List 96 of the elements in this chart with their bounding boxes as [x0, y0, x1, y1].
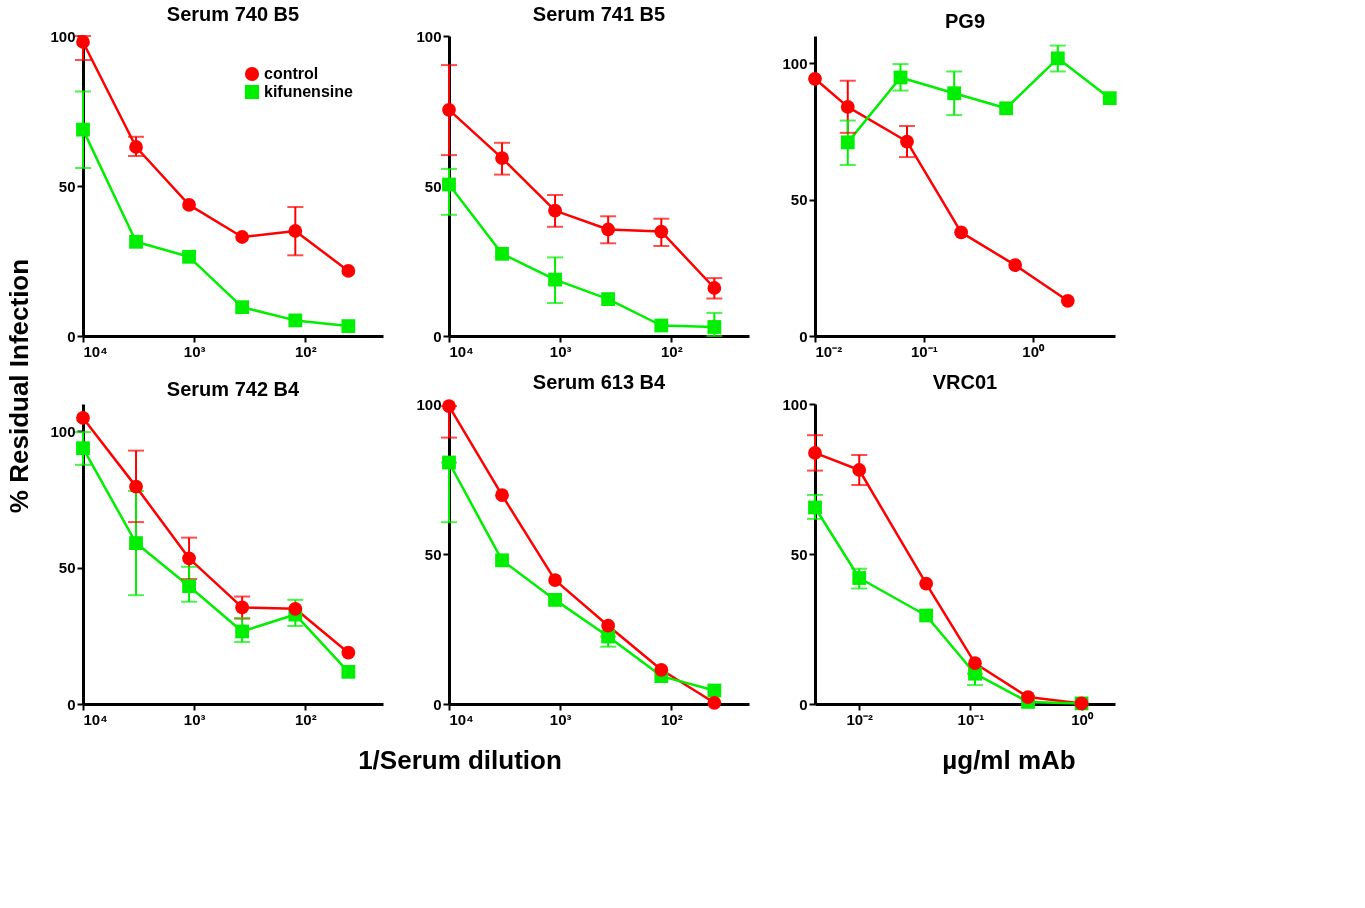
point — [182, 249, 196, 264]
point — [495, 246, 509, 261]
chart-title: VRC01 — [932, 371, 998, 393]
x-tick-label: 10⁴ — [83, 342, 108, 360]
x-tick-label: 10³ — [183, 342, 206, 360]
x-tick-label: 10⁻¹ — [911, 342, 938, 360]
y-axis-title: % Residual Infection — [4, 258, 34, 514]
point — [495, 488, 509, 503]
point — [182, 579, 196, 594]
x-tick-label: 10⁴ — [449, 710, 474, 728]
point — [76, 122, 90, 137]
point — [341, 645, 356, 660]
point — [288, 601, 303, 616]
x-tick-label: 10⁴ — [83, 710, 108, 728]
x-tick-label: 10⁰ — [1022, 342, 1046, 360]
y-tick-label: 50 — [790, 191, 808, 209]
point — [548, 573, 562, 587]
point — [808, 446, 822, 460]
point — [235, 300, 250, 315]
point — [288, 224, 303, 238]
x-tick-label: 10² — [660, 342, 683, 360]
point — [601, 618, 616, 633]
point — [548, 593, 562, 607]
y-tick-label: 100 — [416, 27, 442, 45]
y-tick-label: 100 — [782, 54, 808, 72]
point — [129, 536, 143, 550]
x-tick-label: 10² — [294, 710, 317, 728]
y-tick-label: 50 — [58, 559, 76, 577]
y-tick-label: 0 — [67, 327, 76, 345]
point — [654, 224, 669, 239]
point — [707, 281, 722, 295]
x-tick-label: 10² — [660, 710, 683, 728]
point — [442, 399, 456, 413]
point — [76, 35, 90, 49]
point — [76, 411, 90, 425]
point — [601, 222, 616, 237]
y-tick-label: 50 — [790, 545, 808, 563]
point — [601, 292, 616, 306]
x-tick-label: 10³ — [549, 342, 572, 360]
chart-title: Serum 741 B5 — [532, 3, 666, 25]
point — [495, 553, 509, 568]
point — [968, 656, 982, 671]
point — [341, 664, 356, 679]
point — [548, 203, 562, 218]
chart-title: PG9 — [944, 10, 986, 32]
x-tick-label: 10⁻¹ — [957, 710, 985, 728]
chart-title: Serum 742 B4 — [166, 378, 301, 400]
point — [235, 230, 250, 244]
point — [76, 441, 90, 456]
y-tick-label: 100 — [782, 395, 808, 413]
point — [182, 551, 196, 566]
x-tick-label: 10⁴ — [449, 342, 474, 360]
point — [182, 198, 196, 212]
x-tick-label: 10⁰ — [1071, 710, 1094, 728]
point — [442, 177, 456, 192]
point — [808, 500, 822, 515]
point — [495, 151, 509, 165]
point — [288, 313, 303, 328]
point — [129, 234, 143, 249]
y-tick-label: 0 — [67, 695, 76, 713]
point — [129, 479, 143, 494]
point — [654, 318, 669, 333]
y-tick-label: 0 — [799, 327, 808, 345]
legend-label: kifunensine — [264, 83, 354, 100]
point — [341, 264, 356, 278]
legend-label: control — [264, 65, 319, 82]
point — [707, 695, 722, 710]
y-tick-label: 100 — [416, 395, 442, 413]
point — [129, 140, 143, 154]
y-tick-label: 0 — [433, 695, 442, 713]
point — [654, 662, 669, 677]
y-tick-label: 50 — [58, 177, 76, 195]
point — [442, 455, 456, 470]
chart-title: Serum 613 B4 — [532, 371, 667, 393]
x-tick-label: 10³ — [183, 710, 206, 728]
y-tick-label: 50 — [424, 545, 442, 563]
y-tick-label: 0 — [433, 327, 442, 345]
point — [548, 272, 562, 287]
point — [442, 102, 456, 117]
x-axis-title: µg/ml mAb — [942, 745, 1076, 775]
y-tick-label: 50 — [424, 177, 442, 195]
x-tick-label: 10⁻² — [846, 710, 874, 728]
y-tick-label: 100 — [50, 422, 76, 440]
point — [341, 319, 356, 333]
point — [1021, 690, 1035, 704]
x-tick-label: 10⁻² — [815, 342, 843, 360]
x-axis-title: 1/Serum dilution — [358, 745, 562, 775]
y-tick-label: 0 — [799, 695, 808, 713]
y-tick-label: 100 — [50, 27, 76, 45]
point — [235, 624, 250, 639]
chart-title: Serum 740 B5 — [166, 3, 300, 25]
point — [707, 320, 722, 334]
x-tick-label: 10² — [294, 342, 317, 360]
x-tick-label: 10³ — [549, 710, 572, 728]
point — [235, 600, 250, 615]
point — [707, 683, 722, 698]
